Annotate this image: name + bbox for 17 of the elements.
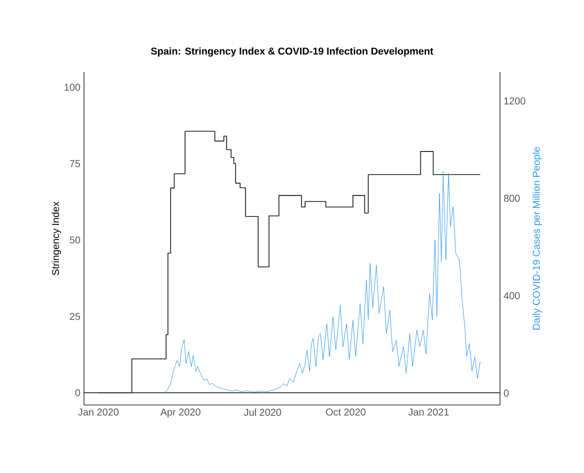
y2-tick-label: 1200 xyxy=(504,97,526,104)
y2-tick-label: 0 xyxy=(504,390,509,397)
y2-axis-title: Daily COVID-19 Cases per Million People xyxy=(532,147,542,330)
y-tick-label: 50 xyxy=(70,236,80,244)
x-tick-label: Apr 2020 xyxy=(160,408,200,418)
y-tick-label: 100 xyxy=(64,84,80,91)
y-tick-label: 75 xyxy=(70,160,80,168)
y2-tick-label: 800 xyxy=(504,194,520,202)
x-tick-label: Jan 2020 xyxy=(78,408,119,416)
y2-tick-label: 400 xyxy=(504,292,520,300)
x-tick-label: Jan 2021 xyxy=(408,408,449,416)
x-tick-label: Jul 2020 xyxy=(244,408,282,416)
x-tick-label: Oct 2020 xyxy=(326,408,366,416)
y-tick-label: 25 xyxy=(70,312,80,320)
y-tick-label: 0 xyxy=(75,389,80,396)
y-axis-title: Stringency Index xyxy=(52,202,62,276)
chart-title: Spain: Stringency Index & COVID-19 Infection Development xyxy=(150,47,434,57)
